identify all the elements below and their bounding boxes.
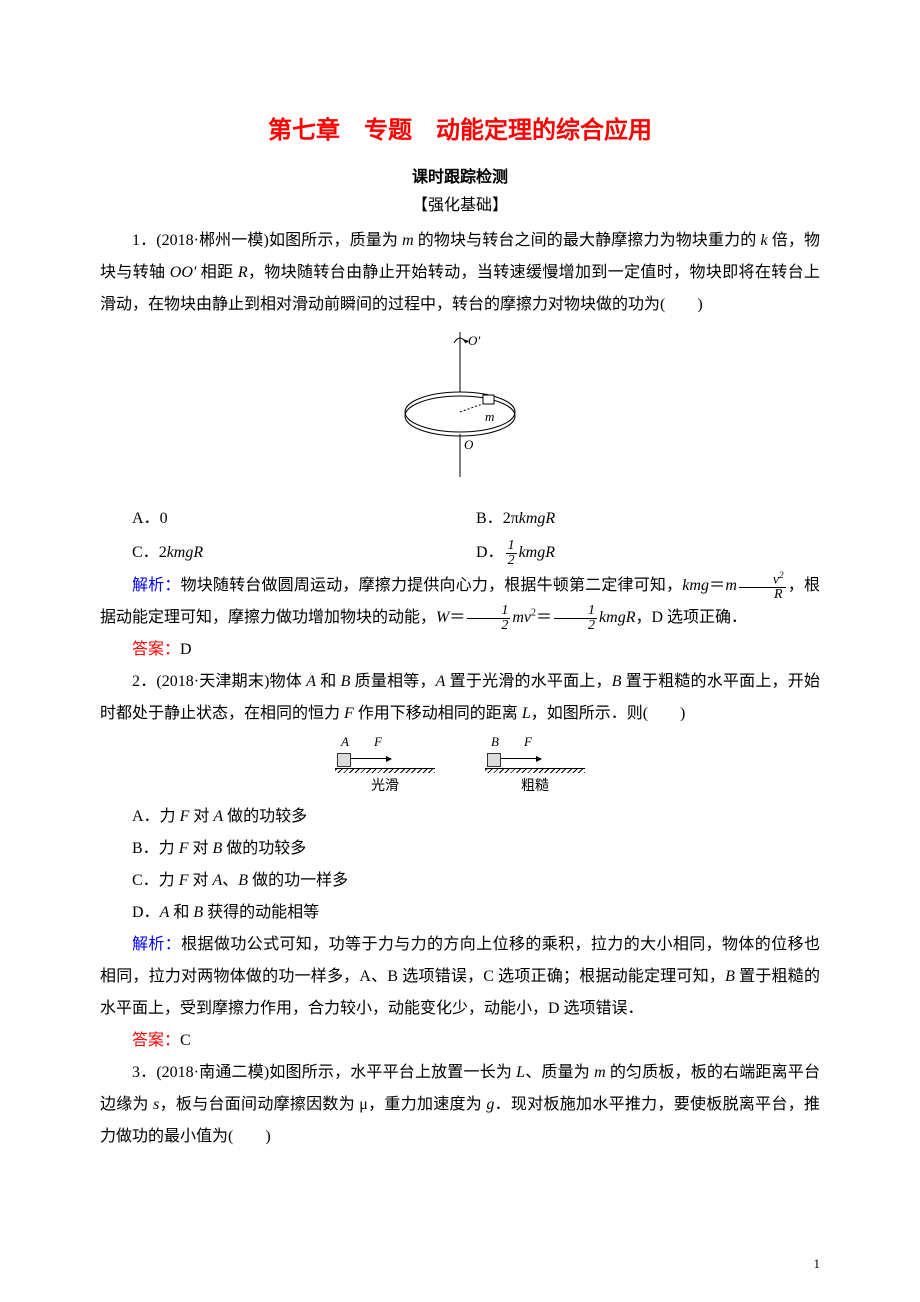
q2-figure-left: A F 光滑 [335,734,435,795]
arrow-icon [501,758,541,759]
block-a-icon [337,753,351,767]
q1-choice-b: B．2πkmgR [476,502,820,536]
q2-answer: 答案：C [100,1025,820,1057]
q2-figure-right: B F 粗糙 [485,734,585,795]
q2-choice-c: C．力 F 对 A、B 做的功一样多 [100,865,820,897]
q2-choice-a: A．力 F 对 A 做的功较多 [100,801,820,833]
q2-figure: A F 光滑 B F 粗糙 [100,734,820,795]
q1-analysis: 解析：物块随转台做圆周运动，摩擦力提供向心力，根据牛顿第二定律可知，kmg＝mv… [100,570,820,634]
q2-analysis: 解析：根据做功公式可知，功等于力与力的方向上位移的乘积，拉力的大小相同，物体的位… [100,929,820,1025]
label-m: m [485,409,494,424]
arrow-icon [351,758,391,759]
q2-stem: 2．(2018·天津期末)物体 A 和 B 质量相等，A 置于光滑的水平面上，B… [100,666,820,730]
q1-figure: O′ m O [100,327,820,492]
q2-choice-b: B．力 F 对 B 做的功较多 [100,833,820,865]
surface-rough [485,768,585,773]
q3-stem: 3．(2018·南通二模)如图所示，水平平台上放置一长为 L、质量为 m 的匀质… [100,1057,820,1153]
label-o-prime: O′ [468,333,480,348]
turntable-diagram: O′ m O [390,327,530,487]
q1-choice-a: A．0 [132,502,476,536]
block-b-icon [487,753,501,767]
subtitle-tracking: 课时跟踪检测 [100,163,820,187]
surface-smooth [335,768,435,773]
q1-stem: 1．(2018·郴州一模)如图所示，质量为 m 的物块与转台之间的最大静摩擦力为… [100,225,820,321]
q1-choice-c: C．2kmgR [132,536,476,570]
subtitle-section: 【强化基础】 [100,191,820,215]
q1-answer: 答案：D [100,634,820,666]
q2-choice-d: D．A 和 B 获得的动能相等 [100,897,820,929]
page: 第七章 专题 动能定理的综合应用 课时跟踪检测 【强化基础】 1．(2018·郴… [0,0,920,1302]
q1-choice-d: D． 12 kmgR [476,536,820,570]
page-title: 第七章 专题 动能定理的综合应用 [100,110,820,145]
page-number: 1 [814,1256,821,1272]
q1-choices: A．0 B．2πkmgR C．2kmgR D． 12 kmgR [132,502,820,570]
label-o: O [464,437,474,452]
